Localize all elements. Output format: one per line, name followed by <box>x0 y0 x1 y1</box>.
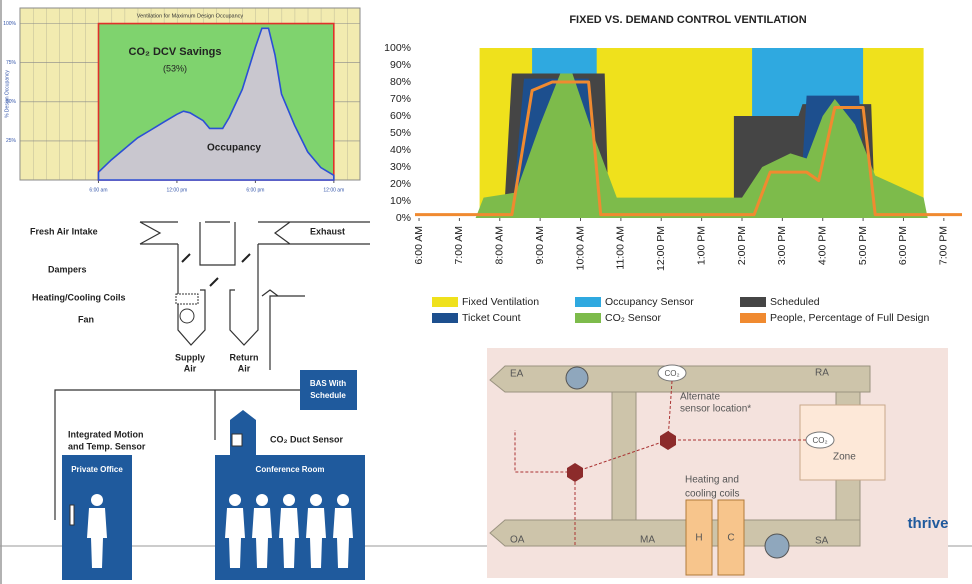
legend-swatch <box>432 313 458 323</box>
y-tick-label: 80% <box>390 76 411 88</box>
x-tick-label: 6:00 am <box>89 187 107 193</box>
y-tick-label: 75% <box>6 60 17 66</box>
series-line <box>415 80 962 217</box>
x-tick-label: 3:00 PM <box>776 226 788 265</box>
y-tick-label: 70% <box>390 93 411 105</box>
y-tick-label: 10% <box>390 195 411 207</box>
x-tick-label: 8:00 AM <box>494 226 506 265</box>
legend-swatch <box>432 297 458 307</box>
label: C <box>727 533 734 544</box>
x-tick-label: 2:00 PM <box>736 226 748 265</box>
x-tick-label: 6:00 PM <box>897 226 909 265</box>
y-tick-label: 50% <box>390 127 411 139</box>
y-tick-label: 0% <box>396 212 411 224</box>
legend-label: Fixed Ventilation <box>462 296 539 308</box>
label: Heating and <box>685 475 739 486</box>
label: Dampers <box>48 264 87 274</box>
y-tick-label: 20% <box>390 178 411 190</box>
x-tick-label: 7:00 AM <box>453 226 465 265</box>
annotation: (53%) <box>163 63 187 73</box>
x-tick-label: 9:00 AM <box>534 226 546 265</box>
label: Supply <box>175 352 205 362</box>
label: Fresh Air Intake <box>30 226 98 236</box>
y-tick-label: 60% <box>390 110 411 122</box>
y-tick-label: 25% <box>6 138 17 144</box>
legend-swatch <box>575 297 601 307</box>
x-tick-label: 6:00 AM <box>413 226 425 265</box>
chart-1-layer <box>415 48 962 221</box>
y-tick-label: 30% <box>390 161 411 173</box>
label: sensor location* <box>680 404 751 415</box>
legend-label: Occupancy Sensor <box>605 296 694 308</box>
label: CO₂ <box>812 436 827 445</box>
label: Air <box>238 363 251 373</box>
label: Integrated Motion <box>68 429 144 439</box>
label: Zone <box>833 452 856 463</box>
legend-label: People, Percentage of Full Design <box>770 312 930 324</box>
x-tick-label: 6:00 pm <box>246 187 264 193</box>
label: CO₂ <box>664 369 679 378</box>
series-area <box>415 73 962 218</box>
x-tick-label: 12:00 pm <box>166 187 187 193</box>
x-tick-label: 11:00 AM <box>615 226 627 270</box>
y-tick-label: 100% <box>3 21 16 27</box>
y-tick-label: 50% <box>6 99 17 105</box>
logo: thrive <box>908 515 949 532</box>
label: Return <box>230 352 259 362</box>
label: Heating/Cooling Coils <box>32 292 126 302</box>
label: Fan <box>78 314 94 324</box>
legend-label: Scheduled <box>770 296 820 308</box>
label: SA <box>815 536 829 547</box>
chart-title: Ventilation for Maximum Design Occupancy <box>137 13 244 19</box>
y-tick-label: 100% <box>384 42 411 54</box>
legend-label: CO₂ Sensor <box>605 312 662 324</box>
label: MA <box>640 535 655 546</box>
label: Alternate <box>680 392 720 403</box>
legend-label: Ticket Count <box>462 312 521 324</box>
chart-title: FIXED VS. DEMAND CONTROL VENTILATION <box>569 14 806 26</box>
label: Exhaust <box>310 226 345 236</box>
label: EA <box>510 369 524 380</box>
label: Schedule <box>310 391 346 400</box>
system-diagram: Fresh Air Intake Exhaust Dampers Heating… <box>30 221 370 580</box>
x-tick-label: 1:00 PM <box>695 226 707 265</box>
annotation: CO₂ DCV Savings <box>129 46 222 58</box>
label: Air <box>184 363 197 373</box>
label: cooling coils <box>685 489 739 500</box>
x-tick-label: 12:00 am <box>323 187 344 193</box>
ahu-diagram: EA CO₂ RA Alternate sensor location* CO₂… <box>487 348 948 578</box>
legend-swatch <box>740 297 766 307</box>
series-area <box>97 27 335 181</box>
label: Private Office <box>71 465 123 474</box>
legend: Fixed Ventilation Occupancy Sensor Schedul… <box>432 296 930 324</box>
x-tick-label: 4:00 PM <box>817 226 829 265</box>
x-tick-label: 5:00 PM <box>857 226 869 265</box>
legend-swatch <box>740 313 766 323</box>
label: and Temp. Sensor <box>68 441 146 451</box>
chart-0-layer <box>20 22 360 183</box>
label: Conference Room <box>256 465 325 474</box>
y-tick-label: 40% <box>390 144 411 156</box>
label: RA <box>815 368 829 379</box>
x-tick-label: 7:00 PM <box>938 226 950 265</box>
legend-swatch <box>575 313 601 323</box>
annotation: Occupancy <box>207 143 261 154</box>
label: CO₂ Duct Sensor <box>270 434 344 444</box>
y-axis-label: % Design Occupancy <box>4 70 10 118</box>
label: BAS With <box>310 379 346 388</box>
label: OA <box>510 535 525 546</box>
label: H <box>695 533 702 544</box>
x-tick-label: 10:00 AM <box>574 226 586 270</box>
y-tick-label: 90% <box>390 59 411 71</box>
x-tick-label: 12:00 PM <box>655 226 667 271</box>
